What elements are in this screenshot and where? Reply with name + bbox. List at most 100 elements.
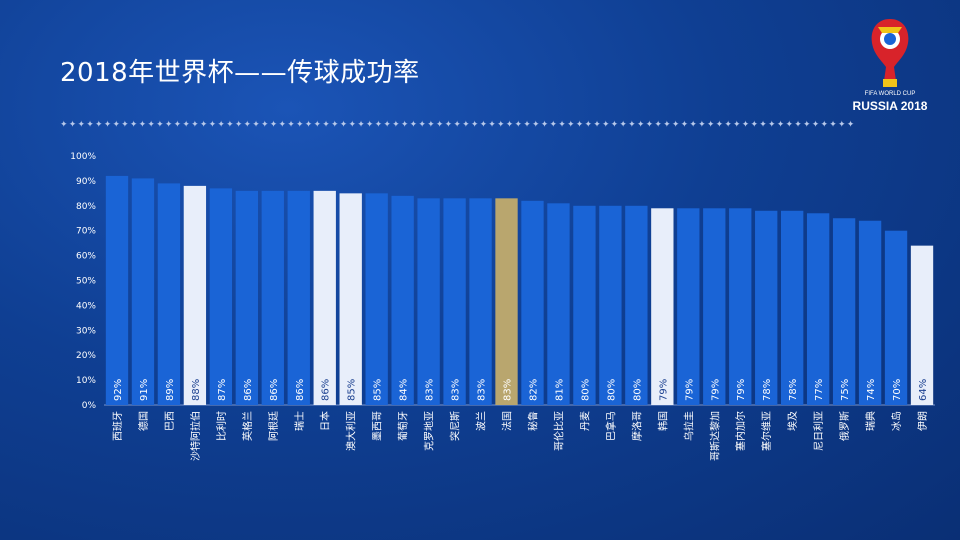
bar: [625, 205, 648, 405]
y-tick-label: 40%: [76, 301, 96, 311]
x-tick-label: 哥伦比亚: [552, 411, 565, 451]
bar: [391, 195, 414, 405]
data-label: 80%: [606, 379, 617, 401]
x-tick-label: 墨西哥: [372, 411, 384, 441]
x-tick-label: 丹麦: [579, 411, 591, 431]
bar: [729, 208, 752, 405]
bar: [677, 208, 700, 405]
bar: [651, 208, 674, 405]
x-tick-label: 阿根廷: [267, 411, 280, 441]
y-tick-label: 0%: [82, 401, 97, 411]
trophy-icon: [871, 19, 909, 87]
data-label: 92%: [113, 379, 124, 401]
x-tick-label: 韩国: [656, 411, 669, 431]
world-cup-logo: FIFA WORLD CUP RUSSIA 2018: [842, 15, 938, 115]
data-label: 85%: [347, 379, 358, 401]
bar: [806, 213, 830, 405]
data-label: 74%: [866, 379, 877, 401]
divider: ✦✦✦✦✦✦✦✦✦✦✦✦✦✦✦✦✦✦✦✦✦✦✦✦✦✦✦✦✦✦✦✦✦✦✦✦✦✦✦✦…: [60, 120, 856, 130]
x-tick-label: 日本: [319, 411, 332, 431]
bar: [599, 205, 622, 405]
x-tick-label: 瑞士: [293, 411, 306, 431]
x-tick-label: 葡萄牙: [397, 411, 410, 441]
data-label: 86%: [243, 379, 254, 401]
bar: [910, 245, 934, 405]
bar: [365, 193, 388, 405]
bar: [313, 190, 336, 405]
x-tick-label: 沙特阿拉伯: [189, 411, 202, 461]
x-tick-label: 澳大利亚: [345, 411, 358, 451]
bar: [884, 230, 908, 405]
bar: [339, 193, 362, 405]
data-label: 86%: [269, 379, 280, 401]
x-tick-label: 伊朗: [917, 411, 929, 431]
bar: [781, 210, 804, 405]
x-tick-label: 埃及: [786, 411, 799, 431]
bar: [832, 218, 856, 405]
data-label: 82%: [528, 379, 539, 401]
data-label: 70%: [892, 379, 903, 401]
y-tick-label: 10%: [76, 376, 96, 386]
bar: [858, 220, 882, 405]
y-tick-label: 50%: [76, 277, 96, 287]
data-label: 80%: [632, 379, 643, 401]
data-label: 79%: [684, 379, 695, 401]
bar: [287, 190, 310, 405]
bar: [157, 183, 181, 405]
bar: [469, 198, 492, 405]
x-tick-label: 摩洛哥: [630, 411, 643, 441]
bar: [703, 208, 726, 405]
y-tick-label: 90%: [76, 177, 96, 187]
bar: [443, 198, 466, 405]
logo-caption: FIFA WORLD CUP: [864, 91, 916, 97]
y-tick-label: 60%: [76, 252, 96, 262]
x-tick-label: 克罗地亚: [423, 411, 436, 451]
x-tick-label: 尼日利亚: [813, 411, 825, 451]
data-label: 86%: [321, 379, 332, 401]
bar: [521, 200, 544, 405]
bar: [105, 175, 129, 405]
x-tick-label: 秘鲁: [526, 411, 539, 431]
data-label: 80%: [580, 379, 591, 401]
y-tick-label: 100%: [70, 152, 96, 162]
x-tick-label: 乌拉圭: [682, 411, 695, 441]
x-tick-label: 英格兰: [241, 411, 254, 441]
data-label: 83%: [477, 379, 488, 401]
data-label: 81%: [554, 379, 565, 401]
x-tick-label: 瑞典: [864, 411, 877, 431]
x-tick-label: 俄罗斯: [838, 411, 851, 441]
bar: [547, 203, 570, 405]
y-tick-label: 30%: [76, 326, 96, 336]
bar: [417, 198, 440, 405]
y-tick-label: 20%: [76, 351, 96, 361]
bar: [261, 190, 284, 405]
data-label: 79%: [736, 379, 747, 401]
bar: [209, 188, 233, 405]
x-tick-label: 波兰: [475, 411, 488, 431]
data-label: 84%: [399, 379, 410, 401]
x-tick-label: 塞内加尔: [734, 411, 747, 451]
data-label: 83%: [425, 379, 436, 401]
data-label: 77%: [814, 379, 825, 401]
x-tick-label: 巴拿马: [604, 411, 617, 441]
data-label: 83%: [503, 379, 514, 401]
data-label: 88%: [191, 379, 202, 401]
data-label: 64%: [918, 379, 929, 401]
data-label: 78%: [788, 379, 799, 401]
y-tick-label: 80%: [76, 202, 96, 212]
x-tick-label: 西班牙: [112, 411, 124, 441]
data-label: 85%: [373, 379, 384, 401]
data-label: 83%: [451, 379, 462, 401]
x-tick-label: 冰岛: [890, 411, 903, 431]
data-label: 78%: [762, 379, 773, 401]
data-label: 86%: [295, 379, 306, 401]
bar: [573, 205, 596, 405]
x-tick-label: 法国: [501, 411, 514, 431]
bar: [235, 190, 258, 405]
x-tick-label: 比利时: [216, 411, 228, 441]
x-tick-label: 哥斯达黎加: [708, 411, 721, 461]
bar: [755, 210, 778, 405]
data-label: 75%: [840, 379, 851, 401]
y-tick-label: 70%: [76, 227, 96, 237]
data-label: 79%: [710, 379, 721, 401]
